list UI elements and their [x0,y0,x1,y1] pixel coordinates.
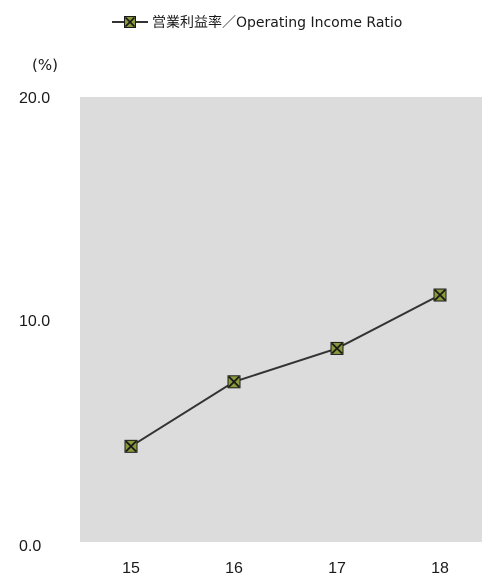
y-axis: 20.0 10.0 0.0 [19,90,50,555]
data-point-marker [227,375,241,389]
data-point-marker [124,439,138,453]
data-point-marker [433,288,447,302]
legend: 営業利益率／Operating Income Ratio [112,14,402,31]
data-point-marker [330,341,344,355]
legend-marker-icon [124,16,136,28]
x-tick-label: 15 [122,560,140,577]
series-operating-income-ratio [124,288,447,453]
x-tick-label: 16 [225,560,243,577]
y-tick-label: 20.0 [19,90,50,107]
y-tick-label: 10.0 [19,313,50,330]
y-tick-label: 0.0 [19,538,41,555]
legend-label: 営業利益率／Operating Income Ratio [152,14,402,31]
plot-area [80,97,482,542]
x-tick-label: 17 [328,560,346,577]
x-tick-label: 18 [431,560,449,577]
series-line [130,294,441,448]
x-axis: 15 16 17 18 [122,560,449,577]
y-axis-unit-label: (%) [32,56,58,74]
